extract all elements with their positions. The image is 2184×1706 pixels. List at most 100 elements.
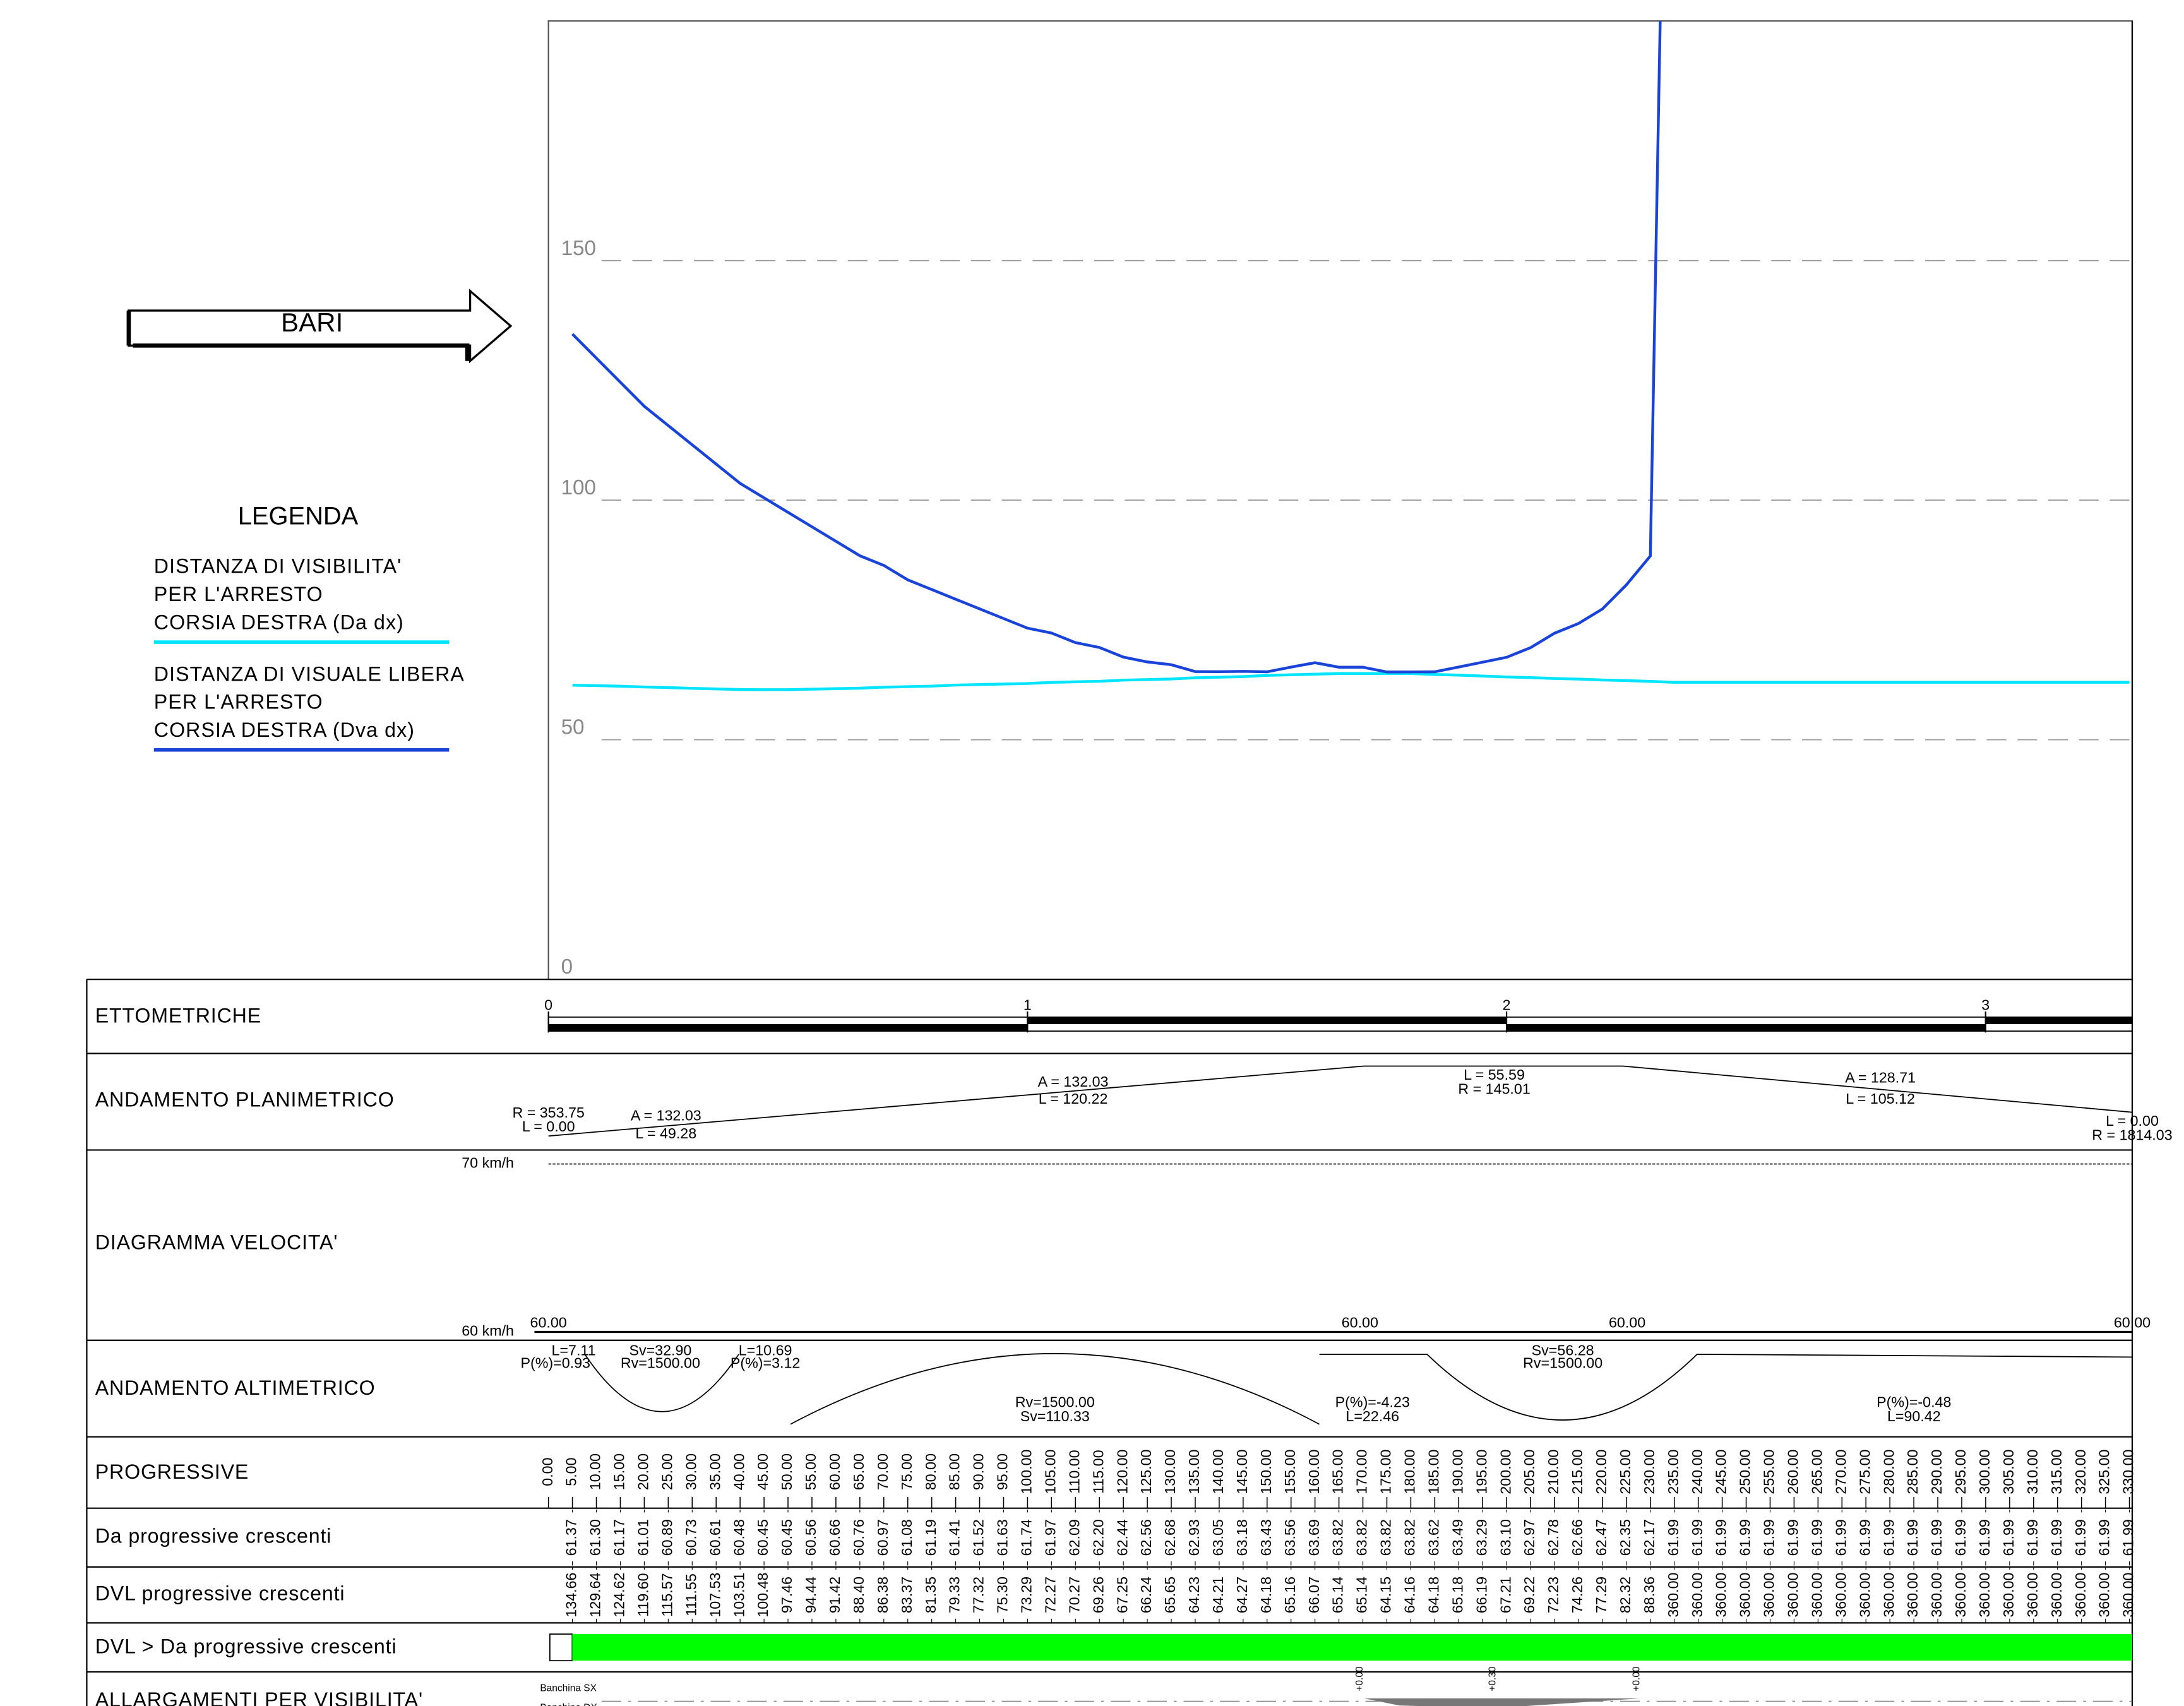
progressive-label: 45.00 [755,1453,771,1490]
value-label: 66.24 [1138,1577,1154,1613]
alt-label: Rv=1500.00 [1015,1394,1095,1411]
value-label: 61.37 [563,1519,580,1556]
value-label: 61.99 [2096,1519,2113,1556]
speed-label: 70 km/h [462,1155,514,1171]
plan-label: L = 120.22 [1039,1090,1108,1107]
hm-bar [1985,1017,2132,1024]
alt-label: P(%)=-0.48 [1877,1394,1951,1411]
alt-profile [584,1353,2132,1425]
value-label: 61.99 [1808,1519,1825,1556]
widening-label: +0.00 [1632,1666,1642,1691]
progressive-label: 285.00 [1904,1449,1921,1494]
plan-label: L = 0.00 [2106,1112,2159,1129]
legend-label: DISTANZA DI VISUALE LIBERA PER L'ARRESTO C… [154,663,465,742]
value-label: 360.00 [1785,1572,1801,1617]
value-label: 360.00 [1976,1572,1993,1617]
alt-label: P(%)=3.12 [731,1355,801,1371]
value-label: 60.97 [874,1519,891,1556]
value-label: 61.99 [2120,1519,2137,1556]
value-label: 62.68 [1162,1519,1178,1556]
plan-label: R = 353.75 [512,1104,584,1121]
value-label: 115.57 [659,1573,675,1616]
y-tick-label: 100 [561,476,596,499]
value-label: 360.00 [1737,1572,1753,1617]
plan-label: L = 105.12 [1846,1090,1915,1107]
value-label: 66.07 [1306,1577,1322,1613]
value-label: 62.44 [1114,1519,1130,1556]
value-label: 62.20 [1090,1519,1106,1556]
plan-label: L = 0.00 [522,1118,575,1135]
hm-label: 2 [1503,996,1511,1013]
value-label: 62.93 [1186,1519,1202,1556]
value-label: 360.00 [1880,1572,1897,1617]
progressive-label: 215.00 [1569,1449,1585,1494]
progressive-label: 135.00 [1186,1449,1202,1494]
value-label: 124.62 [611,1572,628,1617]
progressive-label: 155.00 [1282,1449,1298,1494]
value-label: 61.99 [1928,1519,1945,1556]
row-header: ETTOMETRICHE [95,1004,261,1027]
value-label: 61.99 [2048,1519,2065,1556]
row-header: DIAGRAMMA VELOCITA' [95,1231,338,1253]
progressive-label: 60.00 [826,1453,843,1490]
y-tick-label: 50 [561,716,585,739]
plan-label: A = 128.71 [1845,1070,1916,1086]
check-empty [549,1633,573,1662]
progressive-label: 165.00 [1330,1449,1346,1494]
y-tick-label: 0 [561,955,573,979]
progressive-label: 265.00 [1808,1449,1825,1494]
progressive-label: 0.00 [539,1457,556,1486]
value-label: 69.26 [1090,1577,1106,1613]
progressive-label: 280.00 [1880,1449,1897,1494]
value-label: 61.99 [1785,1519,1801,1556]
row-header: DVL > Da progressive crescenti [95,1635,397,1658]
plan-label: R = 145.01 [1458,1080,1530,1097]
row-header: Da progressive crescenti [95,1525,332,1548]
progressive-label: 65.00 [850,1453,867,1490]
progressive-label: 105.00 [1042,1449,1058,1494]
value-label: 60.89 [659,1519,675,1556]
value-label: 61.99 [2000,1519,2017,1556]
row-header: ANDAMENTO ALTIMETRICO [95,1376,376,1399]
value-label: 360.00 [1689,1572,1705,1617]
value-label: 61.97 [1042,1519,1058,1556]
value-label: 62.56 [1138,1519,1154,1556]
value-label: 75.30 [994,1577,1011,1613]
value-label: 63.49 [1449,1519,1465,1556]
hm-box [1984,1017,2133,1032]
value-label: 63.43 [1258,1519,1274,1556]
progressive-label: 130.00 [1162,1449,1178,1494]
progressive-label: 175.00 [1378,1449,1394,1494]
value-label: 64.27 [1234,1577,1250,1613]
alt-label: L=90.42 [1887,1408,1941,1424]
value-label: 60.45 [779,1519,795,1556]
progressive-label: 200.00 [1497,1449,1513,1494]
value-label: 360.00 [2120,1572,2137,1617]
value-label: 61.99 [1737,1519,1753,1556]
speed-label: 60.00 [1342,1314,1378,1330]
value-label: 62.47 [1593,1519,1609,1556]
value-label: 74.26 [1569,1577,1585,1613]
value-label: 62.97 [1521,1519,1537,1556]
widening-label: +0.30 [1487,1666,1498,1691]
value-label: 91.42 [826,1577,843,1613]
plan-label: L = 49.28 [635,1125,696,1142]
progressive-label: 100.00 [1018,1449,1035,1494]
value-label: 70.27 [1066,1577,1082,1613]
value-label: 63.05 [1210,1519,1226,1556]
value-label: 62.17 [1641,1519,1657,1556]
row-header: PROGRESSIVE [95,1460,249,1483]
value-label: 64.15 [1378,1577,1394,1613]
progressive-label: 210.00 [1545,1449,1561,1494]
value-label: 107.53 [707,1572,723,1617]
alt-label: Rv=1500.00 [621,1355,700,1371]
value-label: 60.56 [803,1519,819,1556]
value-label: 61.99 [2072,1519,2089,1556]
arrow-shadow [133,343,470,361]
value-label: 134.66 [563,1572,580,1617]
progressive-label: 275.00 [1856,1449,1873,1494]
progressive-label: 95.00 [994,1453,1011,1490]
value-label: 61.41 [946,1519,963,1556]
value-label: 61.52 [970,1519,987,1556]
speed-label: 60.00 [1609,1314,1645,1330]
